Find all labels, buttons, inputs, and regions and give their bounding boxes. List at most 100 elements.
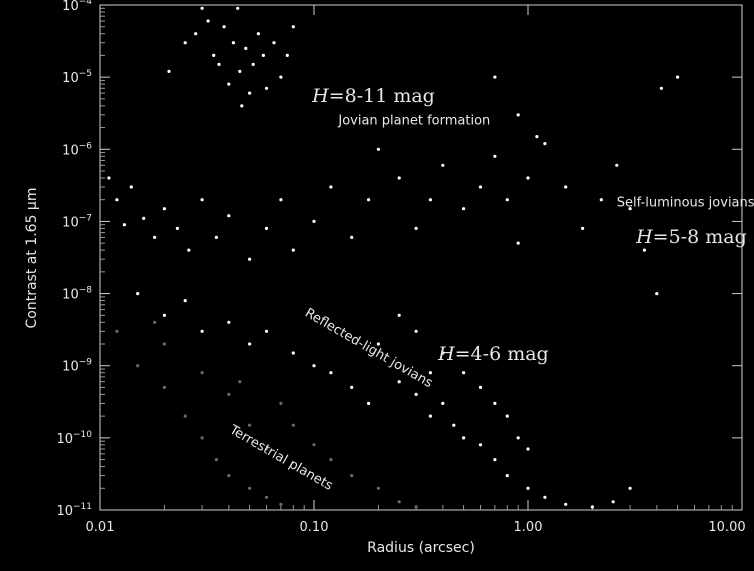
x-axis-ticks: 0.01 0.10 1.00 10.00 — [86, 5, 746, 535]
data-point — [428, 371, 432, 375]
data-point — [615, 163, 619, 167]
data-point — [441, 401, 445, 405]
data-point — [231, 41, 235, 45]
x-tick-label: 1.00 — [514, 520, 543, 535]
data-point — [526, 447, 530, 451]
data-point — [397, 380, 401, 384]
data-point — [564, 502, 568, 506]
data-point — [200, 198, 204, 202]
data-point — [655, 292, 659, 296]
data-point — [505, 198, 509, 202]
data-point — [236, 6, 240, 10]
data-point — [367, 401, 371, 405]
data-point — [200, 371, 204, 375]
data-point — [153, 235, 157, 239]
data-point — [291, 351, 295, 355]
data-point — [526, 176, 530, 180]
region-annotation: Jovian planet formation — [337, 114, 490, 129]
data-point — [251, 62, 255, 66]
data-point — [462, 371, 466, 375]
data-point — [222, 25, 226, 29]
data-point — [240, 104, 244, 108]
data-point — [428, 198, 432, 202]
data-point — [200, 329, 204, 333]
data-point — [350, 385, 354, 389]
data-point — [564, 185, 568, 189]
data-point — [611, 500, 615, 504]
data-point — [312, 219, 316, 223]
data-point — [248, 423, 252, 427]
data-point — [462, 436, 466, 440]
data-point — [599, 198, 603, 202]
data-point — [397, 500, 401, 504]
data-point — [214, 235, 218, 239]
data-point — [642, 248, 647, 252]
data-point — [162, 342, 166, 346]
data-point — [115, 329, 119, 333]
data-point — [535, 135, 539, 139]
data-point — [264, 226, 269, 230]
data-point — [187, 248, 191, 252]
data-point — [175, 226, 179, 230]
data-point — [183, 299, 187, 303]
data-point — [367, 198, 371, 202]
data-point — [162, 313, 166, 317]
data-point — [590, 505, 595, 509]
data-point — [227, 392, 231, 396]
y-tick-label: 10−6 — [62, 141, 92, 158]
data-points — [107, 6, 680, 509]
x-tick-label: 0.01 — [86, 520, 115, 535]
y-axis-label: Contrast at 1.65 μm — [24, 188, 40, 329]
data-point — [264, 329, 269, 333]
data-point — [115, 198, 119, 202]
data-point — [248, 91, 252, 95]
data-point — [452, 423, 456, 427]
data-point — [441, 163, 445, 167]
data-point — [478, 185, 483, 189]
data-point — [397, 313, 401, 317]
data-point — [376, 486, 380, 490]
data-point — [279, 502, 283, 506]
x-axis-label: Radius (arcsec) — [367, 540, 475, 556]
data-point — [264, 86, 269, 90]
data-point — [329, 458, 333, 462]
data-point — [493, 154, 497, 158]
data-point — [516, 436, 520, 440]
data-point — [291, 248, 295, 252]
data-point — [256, 32, 260, 36]
magnitude-label: H=5-8 mag — [635, 226, 747, 248]
y-tick-label: 10−10 — [56, 430, 92, 447]
data-point — [227, 474, 231, 478]
data-point — [312, 364, 316, 368]
data-point — [493, 401, 497, 405]
data-point — [279, 198, 283, 202]
data-point — [376, 342, 380, 346]
data-point — [516, 113, 520, 117]
data-point — [526, 486, 530, 490]
data-point — [350, 474, 354, 478]
data-point — [414, 226, 418, 230]
data-point — [183, 414, 187, 418]
data-point — [543, 142, 547, 146]
data-point — [227, 214, 231, 218]
data-point — [248, 486, 252, 490]
data-point — [107, 176, 111, 180]
y-tick-label: 10−11 — [56, 502, 92, 519]
data-point — [244, 46, 248, 51]
y-tick-label: 10−5 — [62, 69, 92, 86]
data-point — [350, 235, 354, 239]
x-tick-label: 0.10 — [300, 520, 329, 535]
data-point — [441, 351, 445, 355]
data-point — [248, 257, 252, 261]
data-point — [414, 505, 418, 509]
data-point — [212, 53, 216, 58]
data-point — [285, 53, 289, 58]
data-point — [414, 392, 418, 396]
data-point — [505, 474, 509, 478]
y-tick-label: 10−4 — [62, 0, 92, 14]
data-point — [428, 414, 432, 418]
data-point — [183, 41, 187, 45]
data-point — [200, 6, 204, 10]
data-point — [478, 443, 483, 447]
